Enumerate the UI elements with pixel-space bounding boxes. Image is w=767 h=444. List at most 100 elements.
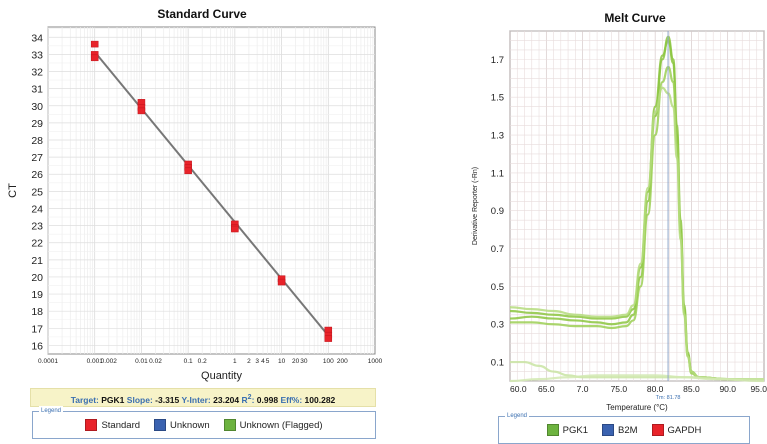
x-tick-label: 60.0 [510, 384, 527, 394]
y-tick-label: 0.3 [491, 320, 504, 331]
y-tick-label: 17 [31, 323, 43, 335]
y-tick-label: 32 [31, 67, 43, 79]
y-tick-label: 24 [31, 203, 43, 215]
y-axis-label: Derivative Reporter (-Rn) [472, 167, 479, 245]
legend-swatch [546, 424, 559, 436]
y-axis-label: CT [7, 183, 19, 198]
x-axis-label: Temperature (°C) [606, 403, 668, 412]
y-tick-label: 0.1 [491, 358, 504, 369]
eff-label: Eff%: [280, 394, 303, 405]
x-tick-label: 0.02 [149, 358, 162, 365]
legend-label: B2M [618, 424, 638, 436]
x-tick-label: 0.0001 [38, 358, 58, 365]
y-tick-label: 1.7 [491, 55, 504, 66]
legend-label: PGK1 [562, 424, 588, 436]
x-tick-label: 3 [255, 358, 259, 365]
y-tick-label: 20 [31, 272, 43, 284]
r2-value: 0.998 [256, 394, 279, 405]
x-tick-label: 4 [261, 358, 265, 365]
slope-value: -3.315 [155, 394, 180, 405]
legend-swatch [154, 419, 167, 431]
y-tick-label: 25 [31, 186, 43, 198]
legend-label: Standard [101, 419, 141, 431]
y-tick-label: 1.1 [491, 168, 504, 179]
legend-label: Unknown [170, 419, 210, 431]
standard-point[interactable] [324, 335, 333, 342]
y-tick-label: 1.5 [491, 93, 504, 104]
x-tick-label: 95.0 [750, 384, 767, 394]
x-tick-label: 65.0 [538, 384, 555, 394]
y-tick-label: 33 [31, 49, 43, 61]
standard-point[interactable] [231, 225, 239, 233]
y-tick-label: 19 [31, 289, 43, 301]
x-tick-label: 1000 [368, 358, 383, 365]
standard-curve-title: Standard Curve [157, 7, 247, 21]
melt-legend-item[interactable]: B2M [602, 424, 638, 436]
legend-swatch [651, 424, 664, 436]
plot-area [47, 26, 376, 355]
y-tick-label: 29 [31, 118, 43, 130]
y-tick-label: 0.5 [491, 282, 504, 293]
x-tick-label: 0.01 [135, 358, 148, 365]
legend-title: Legend [39, 406, 64, 416]
standard-curve-chart[interactable]: 161718192021222324252627282930313233340.… [0, 0, 390, 437]
legend-label: Unknown (Flagged) [239, 419, 323, 431]
grid [47, 27, 375, 354]
y-tick-label: 1.3 [491, 131, 504, 142]
melt-curves [509, 35, 765, 383]
x-tick-label: 10 [278, 358, 286, 365]
yinter-value: 23.204 [213, 394, 240, 405]
y-tick-label: 16 [31, 340, 43, 352]
melt-curve-title: Melt Curve [604, 11, 666, 25]
standard-curve-legend: Legend Standard Unknown Unknown (Flagged) [32, 406, 376, 439]
x-tick-label: 90.0 [719, 384, 736, 394]
x-tick-label: 1 [233, 358, 237, 365]
melt-curve-legend: Legend PGK1 B2M GAPDH [498, 411, 750, 444]
y-tick-label: 0.7 [491, 244, 504, 255]
x-tick-label: 100 [323, 358, 334, 365]
melt-curve-panel: Melt Curve 0.1 0.3 0.5 0.7 0.9 1.1 1.3 1.5 1.7 60… [460, 0, 767, 444]
x-tick-label: 2 [247, 358, 251, 365]
target-value: PGK1 [101, 394, 125, 405]
x-axis-label: Quantity [201, 370, 242, 382]
legend-swatch [85, 419, 98, 431]
standard-point[interactable] [90, 40, 99, 48]
y-tick-label: 34 [31, 32, 43, 44]
regression-line [93, 51, 330, 337]
standard-point[interactable] [137, 107, 146, 115]
standard-curve-stats: Target: PGK1 Slope: -3.315 Y-Inter: 23.2… [30, 388, 376, 407]
melt-legend-item[interactable]: GAPDH [651, 424, 702, 436]
x-tick-label: 75.0 [611, 384, 628, 394]
standard-point[interactable] [277, 278, 286, 286]
std-legend-item[interactable]: Unknown [154, 419, 210, 431]
std-legend-item[interactable]: Unknown (Flagged) [223, 419, 323, 431]
x-tick-label: 0.1 [184, 358, 193, 365]
y-tick-label: 0.9 [491, 206, 504, 217]
y-tick-label: 22 [31, 238, 43, 250]
r2-label: R2: [241, 394, 255, 405]
y-tick-label: 27 [31, 152, 43, 164]
legend-swatch [602, 424, 614, 436]
y-tick-label: 31 [31, 84, 43, 96]
y-tick-label: 26 [31, 169, 43, 181]
melt-legend-item[interactable]: PGK1 [546, 424, 588, 436]
x-tick-label: 0.002 [101, 358, 118, 365]
legend-swatch [223, 419, 236, 431]
target-label: Target: [70, 394, 99, 405]
x-tick-label: 0.001 [87, 358, 104, 365]
x-tick-label: 200 [337, 358, 348, 365]
legend-title: Legend [505, 411, 530, 421]
legend-label: GAPDH [667, 424, 702, 436]
melt-curve-chart[interactable]: 0.1 0.3 0.5 0.7 0.9 1.1 1.3 1.5 1.7 60.0 65.0 7.0 75… [460, 0, 767, 437]
melt-curve-line[interactable] [509, 374, 765, 383]
std-legend-item[interactable]: Standard [85, 419, 140, 431]
tm-label: Tm: 81.78 [656, 395, 681, 401]
y-tick-label: 18 [31, 306, 43, 318]
yinter-label: Y-Inter: [181, 394, 211, 405]
x-tick-label: 85.0 [683, 384, 700, 394]
x-tick-label: 80.0 [647, 384, 664, 394]
y-tick-label: 30 [31, 101, 43, 113]
melt-curve-line[interactable] [509, 86, 764, 381]
standard-point[interactable] [184, 167, 192, 175]
standard-point[interactable] [90, 54, 99, 62]
